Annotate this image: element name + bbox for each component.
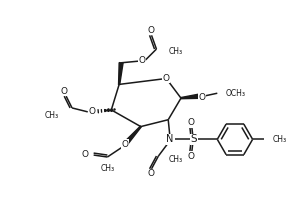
Polygon shape — [119, 63, 123, 84]
Text: O: O — [88, 107, 95, 116]
Text: O: O — [163, 74, 170, 83]
Text: OCH₃: OCH₃ — [225, 89, 245, 98]
Text: O: O — [147, 169, 154, 178]
Text: N: N — [166, 134, 174, 144]
Text: CH₃: CH₃ — [44, 111, 58, 120]
Text: O: O — [187, 152, 194, 160]
Text: O: O — [61, 87, 68, 96]
Text: CH₃: CH₃ — [100, 164, 115, 173]
Text: CH₃: CH₃ — [168, 155, 182, 164]
Text: O: O — [147, 26, 154, 35]
Text: O: O — [122, 140, 128, 149]
Text: CH₃: CH₃ — [168, 47, 182, 55]
Text: O: O — [187, 118, 194, 127]
Text: CH₃: CH₃ — [272, 135, 287, 144]
Text: O: O — [82, 150, 89, 159]
Text: O: O — [138, 56, 145, 65]
Polygon shape — [181, 94, 200, 99]
Polygon shape — [124, 126, 141, 146]
Text: O: O — [198, 93, 205, 102]
Text: S: S — [191, 134, 197, 144]
